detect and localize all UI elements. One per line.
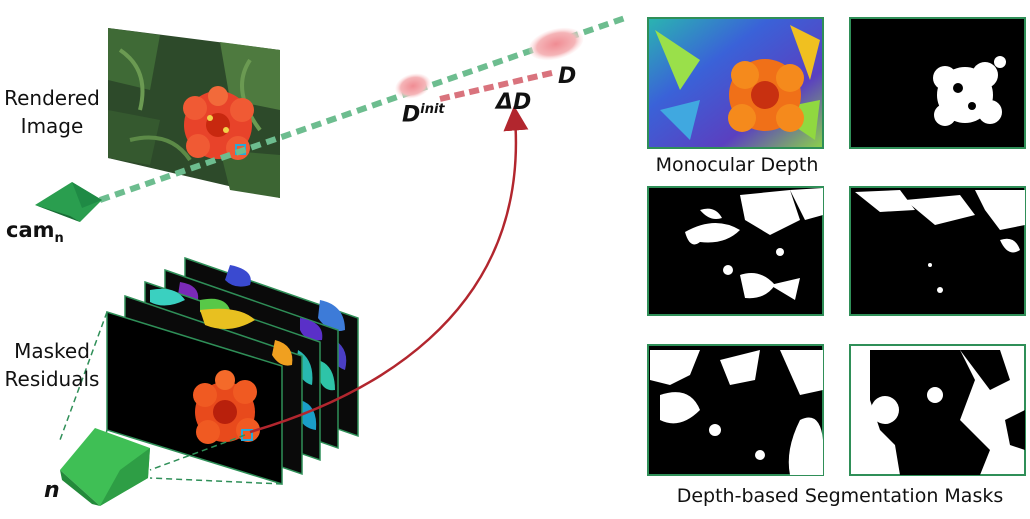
- delta-segment: [439, 69, 557, 102]
- flower-rendered: [183, 86, 254, 160]
- segmentation-mask-3: [849, 186, 1026, 316]
- flower-residual: [193, 370, 260, 444]
- delta-d-label: ΔD: [496, 90, 532, 115]
- d-init-superscript: init: [420, 102, 445, 117]
- masked-residuals-label: Masked Residuals: [2, 337, 102, 393]
- cam-label-text: cam: [6, 218, 55, 242]
- n-label: n: [44, 478, 60, 503]
- segmentation-mask-2: [647, 186, 824, 316]
- rendered-image-label: Rendered Image: [2, 84, 102, 140]
- rendered-label-line2: Image: [20, 114, 84, 138]
- masked-label-line2: Residuals: [4, 367, 100, 391]
- update-arrow: [249, 105, 529, 434]
- segmentation-masks-label: Depth-based Segmentation Masks: [676, 485, 1004, 507]
- monocular-depth-image: [647, 17, 824, 149]
- rendered-label-line1: Rendered: [4, 86, 100, 110]
- cam-label-subscript: n: [54, 231, 64, 247]
- cam-label: camn: [6, 218, 64, 246]
- segmentation-mask-1: [849, 17, 1026, 149]
- segmentation-mask-5: [849, 344, 1026, 476]
- d-init-label: Dinit: [402, 102, 445, 127]
- gaussian-final: [528, 27, 584, 61]
- masked-label-line1: Masked: [14, 339, 90, 363]
- camera-n: [60, 428, 150, 506]
- d-label: D: [558, 64, 577, 89]
- camera-ray: [99, 15, 626, 203]
- rendered-image-plane: [108, 28, 280, 198]
- segmentation-mask-4: [647, 344, 824, 476]
- pixel-marker-residual: [241, 429, 253, 441]
- masked-residuals-stack: [59, 256, 359, 489]
- d-init-base: D: [402, 102, 421, 128]
- camera-cam-n: [35, 182, 102, 222]
- gaussian-init: [395, 73, 431, 99]
- monocular-depth-label: Monocular Depth: [655, 154, 819, 176]
